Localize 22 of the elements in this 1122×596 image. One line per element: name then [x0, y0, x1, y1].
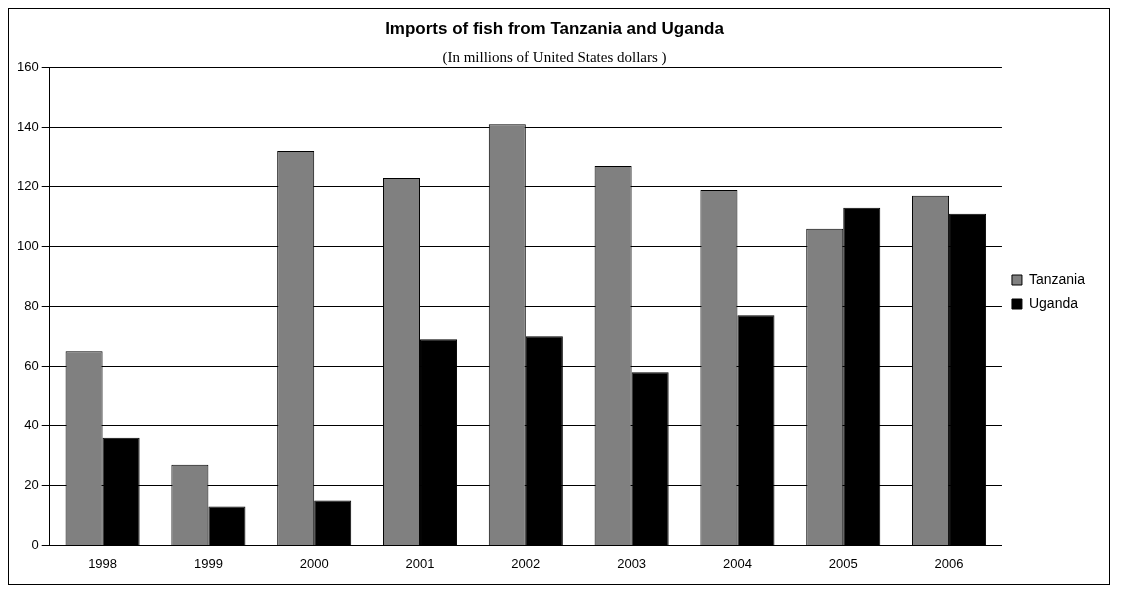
- x-tick-label: 2006: [934, 555, 964, 571]
- x-tick-label: 2003: [617, 555, 647, 571]
- x-tick-label: 2005: [828, 555, 858, 571]
- x-tick-label: 1998: [88, 555, 118, 571]
- x-tick-label: 2004: [722, 555, 752, 571]
- y-tick-label: 120: [16, 178, 39, 194]
- y-tick-label: 60: [24, 357, 39, 373]
- y-tick-label: 100: [16, 238, 39, 254]
- chart-title: Imports of fish from Tanzania and Uganda: [385, 18, 725, 38]
- legend-label: Tanzania: [1028, 270, 1086, 287]
- y-tick-label: 80: [24, 297, 39, 313]
- y-tick-label: 160: [16, 58, 39, 74]
- y-tick-label: 140: [16, 118, 39, 134]
- y-tick-label: 0: [31, 536, 39, 552]
- x-tick-label: 1999: [193, 555, 223, 571]
- x-tick-label: 2001: [405, 555, 435, 571]
- y-tick-label: 20: [24, 477, 39, 493]
- legend-label: Uganda: [1028, 294, 1079, 311]
- chart-subtitle: (In millions of United States dollars ): [442, 49, 667, 67]
- x-tick-label: 2002: [511, 555, 541, 571]
- x-tick-label: 2000: [299, 555, 329, 571]
- y-tick-label: 40: [24, 417, 39, 433]
